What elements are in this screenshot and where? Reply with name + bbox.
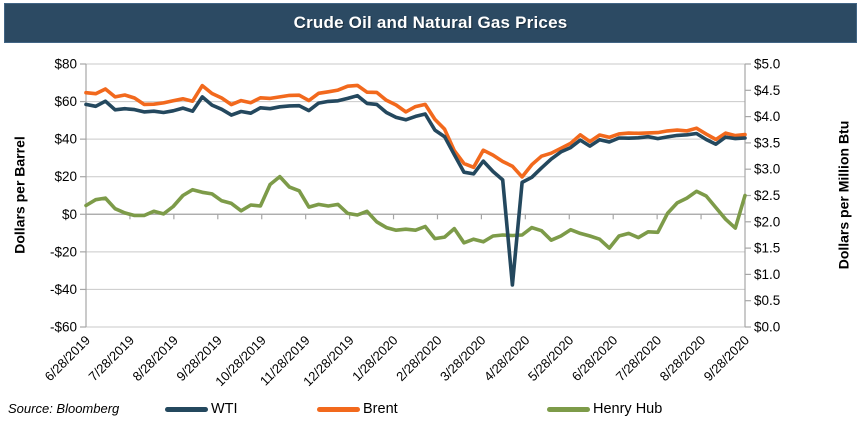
y-right-tick-label: $3.5 [754, 135, 780, 150]
x-tick-label: 3/28/2020 [437, 333, 489, 385]
y-right-tick-label: $2.0 [754, 214, 780, 229]
legend-label-brent: Brent [363, 401, 398, 417]
y-left-tick-label: $40 [54, 132, 77, 147]
legend-item-wti: WTI [165, 399, 238, 419]
x-tick-label: 7/28/2020 [613, 333, 665, 385]
series-line-brent [84, 83, 747, 179]
y-right-tick-label: $1.5 [754, 241, 780, 256]
x-tick-label: 6/28/2020 [569, 333, 621, 385]
x-tick-label: 7/28/2019 [86, 333, 138, 385]
legend-label-wti: WTI [211, 401, 238, 417]
legend-item-henry-hub: Henry Hub [547, 399, 662, 419]
chart-title: Crude Oil and Natural Gas Prices [293, 13, 568, 32]
x-tick-label: 8/28/2019 [129, 333, 181, 385]
x-tick-label: 4/28/2020 [481, 333, 533, 385]
chart-title-bar: Crude Oil and Natural Gas Prices [4, 3, 857, 43]
y-left-tick-label: -$20 [50, 244, 77, 259]
henry-hub-legend-swatch [547, 406, 590, 412]
y-right-tick-label: $0.5 [754, 293, 780, 308]
y-left-tick-label: $20 [54, 169, 77, 184]
series-line-henry-hub [84, 174, 747, 250]
y-right-tick-label: $3.0 [754, 162, 780, 177]
x-tick-label: 6/28/2019 [42, 333, 94, 385]
y-right-tick-label: $4.0 [754, 109, 780, 124]
y-left-tick-label: -$40 [50, 282, 77, 297]
x-tick-label: 9/28/2020 [701, 333, 753, 385]
wti-legend-swatch [165, 406, 208, 412]
y-left-tick-label: $60 [54, 94, 77, 109]
legend-item-brent: Brent [317, 399, 398, 419]
y-right-tick-label: $4.5 [754, 83, 780, 98]
x-tick-label: 5/28/2020 [525, 333, 577, 385]
series-line-wti [84, 93, 747, 287]
x-tick-label: 1/28/2020 [349, 333, 401, 385]
x-tick-label: 8/28/2020 [657, 333, 709, 385]
source-note: Source: Bloomberg [8, 401, 120, 416]
x-tick-label: 2/28/2020 [393, 333, 445, 385]
brent-legend-swatch [317, 406, 360, 412]
y-left-tick-label: $0 [62, 207, 77, 222]
y-right-tick-label: $1.0 [754, 267, 780, 282]
y-right-tick-label: $2.5 [754, 188, 780, 203]
y-right-tick-label: $5.0 [754, 57, 780, 72]
y-left-tick-label: $80 [54, 57, 77, 72]
y-right-tick-label: $0.0 [754, 320, 780, 335]
legend-label-henry-hub: Henry Hub [593, 401, 663, 417]
y-left-tick-label: -$60 [50, 320, 77, 335]
